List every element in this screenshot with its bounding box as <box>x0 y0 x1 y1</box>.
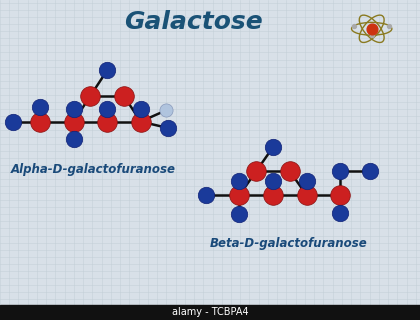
Point <box>70 137 77 142</box>
Point <box>9 119 16 124</box>
Point <box>270 193 276 198</box>
Point <box>303 193 310 198</box>
Point <box>368 26 375 31</box>
Text: alamy - TCBPA4: alamy - TCBPA4 <box>172 307 248 317</box>
Point <box>236 178 243 183</box>
Text: Galactose: Galactose <box>124 10 262 34</box>
Point <box>303 178 310 183</box>
Bar <box>0 305 420 320</box>
Point <box>121 93 127 99</box>
Point <box>137 106 144 111</box>
Point <box>337 210 344 215</box>
Point <box>270 145 276 150</box>
Point <box>37 119 43 124</box>
Point <box>270 178 276 183</box>
Point <box>236 193 243 198</box>
Point <box>70 119 77 124</box>
Point <box>87 93 94 99</box>
Point <box>104 119 110 124</box>
Point <box>337 193 344 198</box>
Text: Beta-D-galactofuranose: Beta-D-galactofuranose <box>210 237 368 250</box>
Point <box>236 212 243 217</box>
Point <box>337 169 344 174</box>
Point <box>37 105 43 110</box>
Point <box>286 169 293 174</box>
Point <box>253 169 260 174</box>
Point <box>386 23 393 28</box>
Point <box>137 119 144 124</box>
Point <box>351 23 357 28</box>
Point <box>165 125 171 131</box>
Point <box>104 106 110 111</box>
Point <box>366 169 373 174</box>
Point <box>104 68 110 73</box>
Point <box>202 193 209 198</box>
Point <box>70 106 77 111</box>
Point <box>368 33 375 38</box>
Text: Alpha-D-galactofuranose: Alpha-D-galactofuranose <box>10 163 176 176</box>
Point <box>163 108 169 113</box>
